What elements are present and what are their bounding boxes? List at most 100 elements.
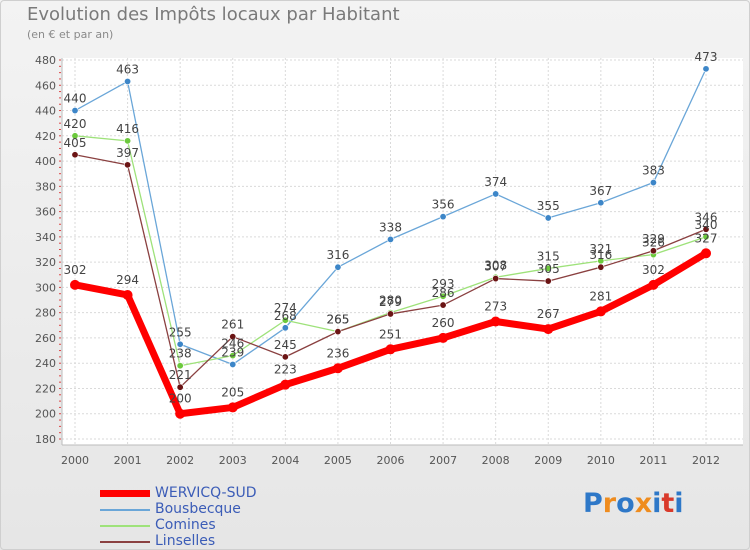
data-point-bousbecque bbox=[386, 235, 394, 243]
y-tick-label: 240 bbox=[35, 357, 56, 370]
data-label-linselles: 329 bbox=[642, 232, 665, 246]
y-tick-label: 300 bbox=[35, 281, 56, 294]
x-tick-label: 2006 bbox=[377, 454, 405, 467]
y-tick-label: 260 bbox=[35, 332, 56, 345]
data-point-comines bbox=[71, 132, 79, 140]
data-point-bousbecque bbox=[544, 214, 552, 222]
y-tick-label: 420 bbox=[35, 130, 56, 143]
x-tick-label: 2005 bbox=[324, 454, 352, 467]
data-label-bousbecque: 268 bbox=[274, 309, 297, 323]
data-point-linselles bbox=[386, 310, 394, 318]
data-point-linselles bbox=[544, 277, 552, 285]
y-tick-label: 180 bbox=[35, 433, 56, 446]
data-point-comines bbox=[229, 352, 237, 360]
data-point-bousbecque bbox=[71, 107, 79, 115]
data-label-bousbecque: 255 bbox=[169, 325, 192, 339]
data-point-comines bbox=[439, 292, 447, 300]
data-point-linselles bbox=[124, 161, 132, 169]
data-label-linselles: 245 bbox=[274, 338, 297, 352]
data-label-bousbecque: 355 bbox=[537, 199, 560, 213]
data-label-comines: 238 bbox=[169, 347, 192, 361]
chart-title: Evolution des Impôts locaux par Habitant bbox=[27, 4, 400, 25]
data-point-wervicq-sud bbox=[701, 248, 711, 259]
data-label-linselles: 346 bbox=[695, 210, 718, 224]
data-label-comines: 265 bbox=[326, 313, 349, 327]
y-tick-label: 460 bbox=[35, 79, 56, 92]
x-tick-label: 2009 bbox=[534, 454, 562, 467]
data-point-wervicq-sud bbox=[595, 306, 606, 317]
data-label-linselles: 221 bbox=[169, 368, 192, 382]
logo-letter: o bbox=[616, 488, 635, 519]
data-point-linselles bbox=[334, 328, 342, 336]
data-point-bousbecque bbox=[176, 340, 184, 348]
data-point-bousbecque bbox=[649, 179, 657, 187]
legend-label-wervicq-sud: WERVICQ-SUD bbox=[155, 485, 257, 501]
y-tick-label: 340 bbox=[35, 231, 56, 244]
x-tick-label: 2012 bbox=[692, 454, 720, 467]
data-label-linselles: 279 bbox=[379, 295, 402, 309]
data-point-wervicq-sud bbox=[332, 363, 343, 374]
data-label-wervicq-sud: 236 bbox=[326, 346, 349, 360]
plot-area bbox=[62, 58, 743, 445]
x-tick-label: 2002 bbox=[166, 454, 194, 467]
y-tick-label: 480 bbox=[35, 54, 56, 67]
data-label-bousbecque: 374 bbox=[484, 175, 507, 189]
data-label-wervicq-sud: 302 bbox=[642, 263, 665, 277]
data-label-linselles: 397 bbox=[116, 146, 139, 160]
data-point-bousbecque bbox=[597, 199, 605, 207]
legend-label-linselles: Linselles bbox=[155, 533, 216, 549]
data-point-wervicq-sud bbox=[648, 279, 659, 290]
data-label-bousbecque: 239 bbox=[221, 345, 244, 359]
logo-letter: P bbox=[583, 488, 603, 519]
data-point-bousbecque bbox=[439, 213, 447, 221]
data-label-comines: 308 bbox=[484, 258, 507, 272]
data-label-wervicq-sud: 205 bbox=[221, 385, 244, 399]
y-tick-label: 280 bbox=[35, 307, 56, 320]
data-point-comines bbox=[281, 316, 289, 324]
data-point-linselles bbox=[71, 151, 79, 159]
y-tick-label: 400 bbox=[35, 155, 56, 168]
x-tick-label: 2003 bbox=[219, 454, 247, 467]
data-label-comines: 293 bbox=[432, 277, 455, 291]
data-point-comines bbox=[544, 264, 552, 272]
x-tick-label: 2001 bbox=[114, 454, 142, 467]
data-label-linselles: 261 bbox=[221, 318, 244, 332]
y-tick-label: 220 bbox=[35, 382, 56, 395]
data-label-bousbecque: 316 bbox=[326, 248, 349, 262]
data-point-linselles bbox=[176, 383, 184, 391]
data-point-bousbecque bbox=[229, 360, 237, 368]
data-point-wervicq-sud bbox=[490, 316, 501, 327]
data-point-linselles bbox=[702, 225, 710, 233]
data-label-linselles: 305 bbox=[537, 262, 560, 276]
x-tick-label: 2011 bbox=[639, 454, 667, 467]
data-label-comines: 246 bbox=[221, 337, 244, 351]
data-label-wervicq-sud: 281 bbox=[589, 289, 612, 303]
logo-letter: i bbox=[674, 488, 684, 519]
data-point-linselles bbox=[597, 263, 605, 271]
y-tick-label: 360 bbox=[35, 206, 56, 219]
data-label-comines: 274 bbox=[274, 301, 297, 315]
data-label-linselles: 265 bbox=[326, 313, 349, 327]
y-tick-label: 320 bbox=[35, 256, 56, 269]
data-point-comines bbox=[176, 362, 184, 370]
data-label-comines: 340 bbox=[695, 218, 718, 232]
x-tick-label: 2004 bbox=[271, 454, 299, 467]
data-point-linselles bbox=[229, 333, 237, 341]
data-point-wervicq-sud bbox=[280, 379, 291, 390]
x-tick-label: 2007 bbox=[429, 454, 457, 467]
x-tick-label: 2010 bbox=[587, 454, 615, 467]
data-label-wervicq-sud: 294 bbox=[116, 273, 139, 287]
data-label-wervicq-sud: 302 bbox=[64, 263, 87, 277]
data-label-wervicq-sud: 267 bbox=[537, 307, 560, 321]
data-point-bousbecque bbox=[334, 263, 342, 271]
data-point-wervicq-sud bbox=[122, 289, 133, 300]
data-point-wervicq-sud bbox=[227, 402, 238, 413]
legend-label-comines: Comines bbox=[155, 517, 216, 533]
data-point-linselles bbox=[649, 247, 657, 255]
data-label-comines: 326 bbox=[642, 236, 665, 250]
data-point-linselles bbox=[492, 275, 500, 283]
data-label-linselles: 405 bbox=[64, 136, 87, 150]
legend-swatch-bousbecque bbox=[100, 509, 150, 511]
y-tick-label: 200 bbox=[35, 408, 56, 421]
data-label-bousbecque: 383 bbox=[642, 164, 665, 178]
